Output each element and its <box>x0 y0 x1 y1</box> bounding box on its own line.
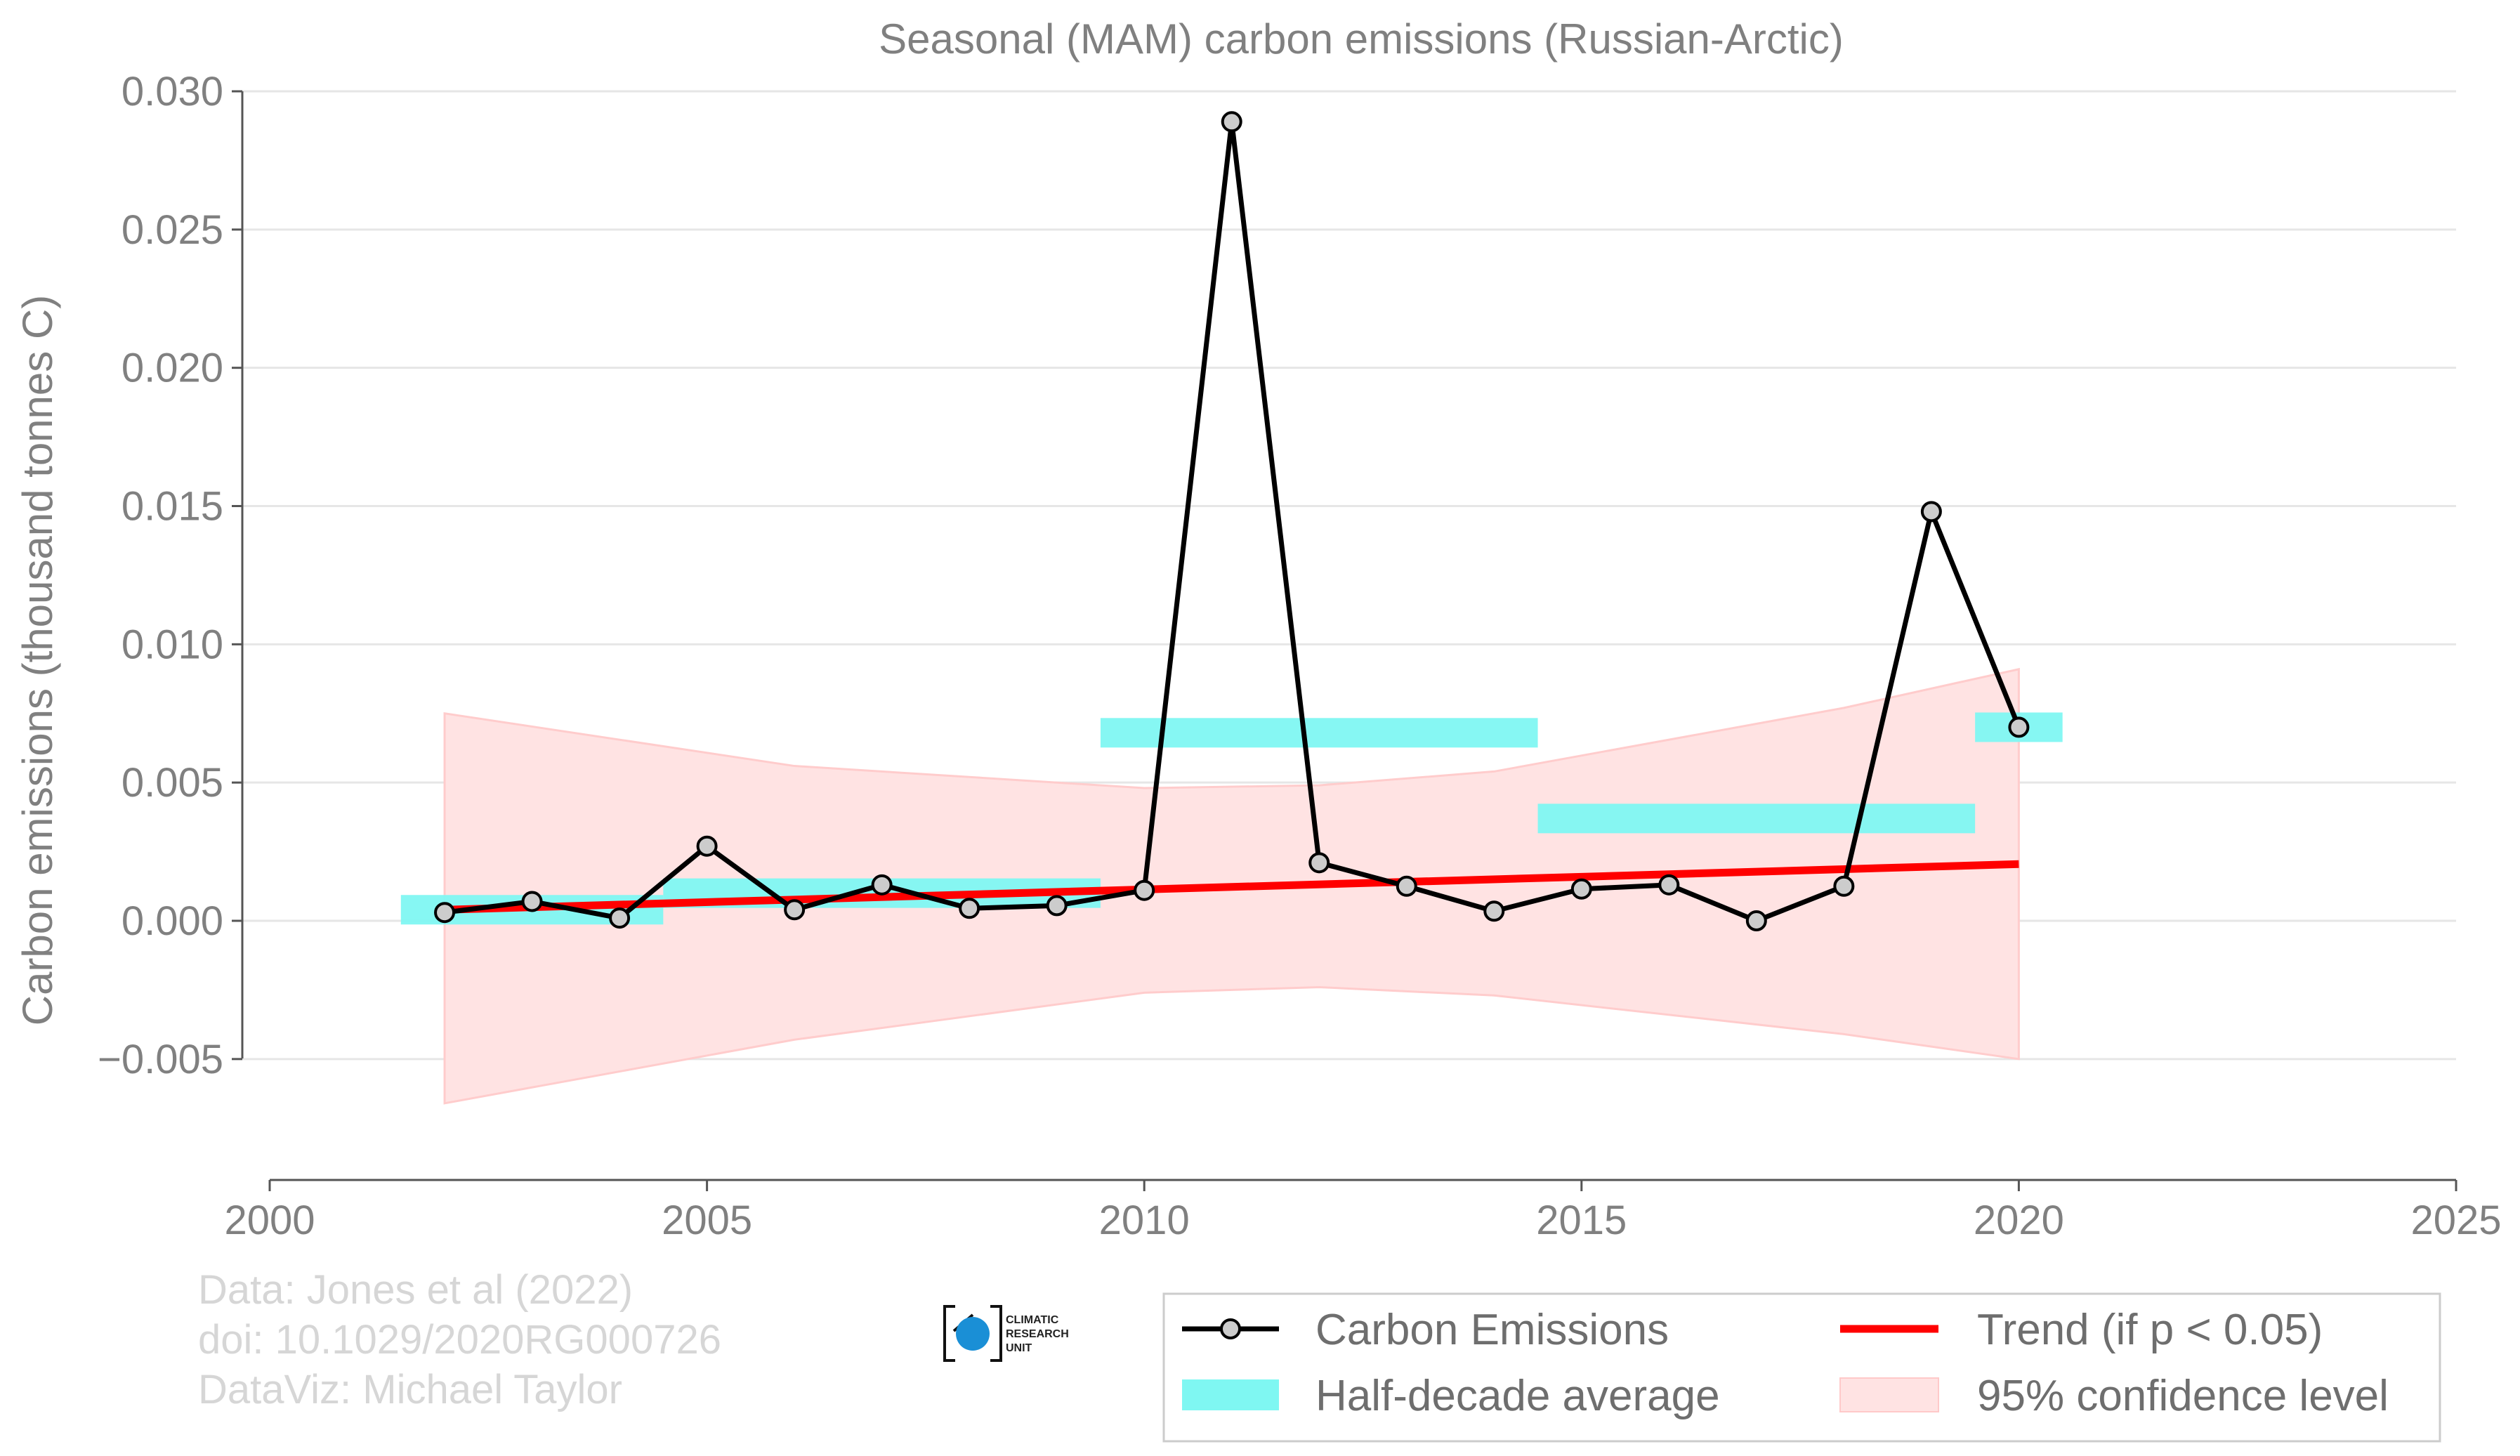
emissions-point <box>2008 716 2030 738</box>
emissions-point <box>609 907 631 929</box>
x-tick-label: 2015 <box>1536 1198 1627 1243</box>
credit-dataviz: DataViz: Michael Taylor <box>198 1367 622 1412</box>
emissions-point <box>521 891 543 912</box>
y-axis-label: Carbon emissions (thousand tonnes C) <box>14 295 61 1026</box>
credit-doi: doi: 10.1029/2020RG000726 <box>198 1317 721 1363</box>
legend-marker-emissions <box>1220 1318 1241 1339</box>
emissions-series <box>434 111 2030 931</box>
legend-item-half-decade: Half-decade average <box>1182 1372 1720 1420</box>
emissions-point <box>434 902 456 924</box>
emissions-point <box>784 899 806 921</box>
x-tick-label: 2000 <box>224 1198 315 1243</box>
emissions-point <box>871 874 893 896</box>
emissions-point <box>1308 852 1330 874</box>
half-decade-bar <box>1537 804 1976 834</box>
legend-swatch-half-decade <box>1182 1379 1279 1410</box>
legend-frame <box>1162 1292 2441 1443</box>
emissions-point <box>1483 900 1505 922</box>
emissions-point <box>1920 501 1942 523</box>
emissions-point <box>1658 874 1680 896</box>
chart-title: Seasonal (MAM) carbon emissions (Russian… <box>879 15 1844 63</box>
x-tick-label: 2010 <box>1099 1198 1190 1243</box>
emissions-point <box>1570 878 1592 900</box>
y-tick-label: 0.025 <box>122 207 223 253</box>
logo-line-3: UNIT <box>1006 1342 1032 1354</box>
emissions-point <box>959 898 980 919</box>
globe-icon <box>956 1317 990 1351</box>
x-tick-label: 2005 <box>662 1198 752 1243</box>
y-tick-label: 0.005 <box>122 760 223 806</box>
legend-label-half-decade: Half-decade average <box>1315 1372 1720 1420</box>
x-axis-ticks: 2000 2005 2010 2015 2020 2025 <box>224 1180 2502 1243</box>
emissions-point <box>1833 875 1855 897</box>
legend-swatch-confidence <box>1839 1377 1939 1412</box>
x-tick-label: 2025 <box>2410 1198 2501 1243</box>
legend-label-emissions: Carbon Emissions <box>1315 1306 1669 1354</box>
legend-label-confidence: 95% confidence level <box>1977 1372 2389 1420</box>
emissions-point <box>1221 111 1242 133</box>
y-tick-label: 0.020 <box>122 346 223 391</box>
x-tick-label: 2020 <box>1974 1198 2064 1243</box>
emissions-point <box>1134 879 1155 901</box>
legend-label-trend: Trend (if p < 0.05) <box>1977 1306 2323 1354</box>
emissions-point <box>1745 910 1767 931</box>
legend-item-trend: Trend (if p < 0.05) <box>1840 1306 2323 1354</box>
emissions-point <box>696 835 718 857</box>
emissions-point <box>1396 875 1417 897</box>
legend-item-emissions: Carbon Emissions <box>1182 1306 1669 1354</box>
legend: Carbon Emissions Trend (if p < 0.05) Hal… <box>1162 1292 2441 1443</box>
y-tick-label: 0.000 <box>122 898 223 944</box>
y-tick-label: 0.010 <box>122 622 223 667</box>
emissions-point <box>1046 895 1068 917</box>
logo-line-2: RESEARCH <box>1006 1328 1069 1340</box>
trend-line <box>444 860 2019 914</box>
credit-data: Data: Jones et al (2022) <box>198 1267 633 1313</box>
y-tick-label: 0.030 <box>122 69 223 114</box>
half-decade-bar <box>1100 718 1538 748</box>
trend-line-group <box>444 860 2019 914</box>
legend-item-confidence: 95% confidence level <box>1839 1372 2389 1420</box>
y-tick-label: 0.015 <box>122 484 223 530</box>
logo-line-1: CLIMATIC <box>1006 1314 1059 1326</box>
y-axis-ticks: 0.030 0.025 0.020 0.015 0.010 0.005 0.000 −0.00… <box>98 69 242 1082</box>
cru-logo: CLIMATIC RESEARCH UNIT <box>943 1305 1069 1362</box>
y-tick-label: −0.005 <box>98 1037 223 1082</box>
